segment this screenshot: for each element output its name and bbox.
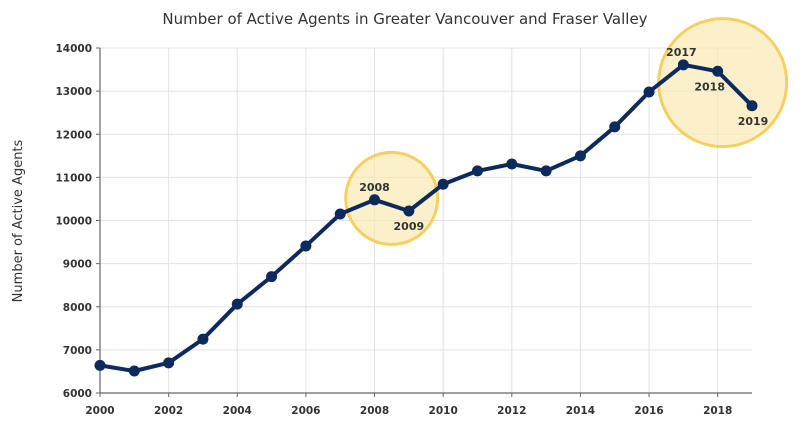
- data-point-2005: [266, 271, 278, 283]
- y-tick-label: 13000: [55, 86, 92, 98]
- data-point-2014: [574, 150, 586, 162]
- annotation-label: 2018: [694, 80, 725, 93]
- x-tick-label: 2010: [429, 405, 458, 417]
- y-tick-label: 8000: [63, 302, 92, 314]
- x-tick-label: 2002: [154, 405, 183, 417]
- data-point-2017: [677, 59, 689, 71]
- series-line: [99, 62, 754, 374]
- data-point-2010: [437, 178, 449, 190]
- data-point-2018: [712, 65, 724, 77]
- x-tick-label: 2004: [223, 405, 252, 417]
- annotation-label: 2008: [359, 181, 390, 194]
- data-point-2013: [540, 165, 552, 177]
- data-point-2004: [231, 298, 243, 310]
- y-axis-label: Number of Active Agents: [11, 139, 26, 302]
- y-tick-label: 12000: [55, 129, 92, 141]
- y-tick-label: 6000: [63, 388, 92, 400]
- x-tick-label: 2018: [703, 405, 732, 417]
- y-tick-label: 7000: [63, 345, 92, 357]
- annotation-label: 2009: [394, 220, 425, 233]
- x-tick-label: 2008: [360, 405, 389, 417]
- data-point-2009: [403, 205, 415, 217]
- x-tick-label: 2016: [634, 405, 663, 417]
- y-tick-label: 14000: [55, 43, 92, 55]
- data-point-2000: [94, 359, 106, 371]
- data-point-2016: [643, 86, 655, 98]
- data-point-2015: [609, 121, 621, 133]
- y-tick-label: 9000: [63, 259, 92, 271]
- chart-title: Number of Active Agents in Greater Vanco…: [162, 10, 647, 28]
- x-tick-label: 2014: [566, 405, 595, 417]
- y-tick-label: 10000: [55, 216, 92, 228]
- data-point-2007: [334, 208, 346, 220]
- data-point-2006: [300, 240, 312, 252]
- annotation-label: 2019: [738, 115, 769, 128]
- data-point-2019: [746, 100, 758, 112]
- annotation-label: 2017: [666, 46, 697, 59]
- y-tick-label: 11000: [55, 172, 92, 184]
- data-point-2001: [128, 365, 140, 377]
- x-tick-label: 2000: [85, 405, 114, 417]
- data-point-2002: [163, 357, 175, 369]
- data-point-2012: [506, 158, 518, 170]
- data-point-2011: [471, 165, 483, 177]
- highlight-circle: [344, 150, 440, 246]
- x-tick-label: 2012: [497, 405, 526, 417]
- data-point-2008: [369, 194, 381, 206]
- data-point-2003: [197, 333, 209, 345]
- x-tick-label: 2006: [291, 405, 320, 417]
